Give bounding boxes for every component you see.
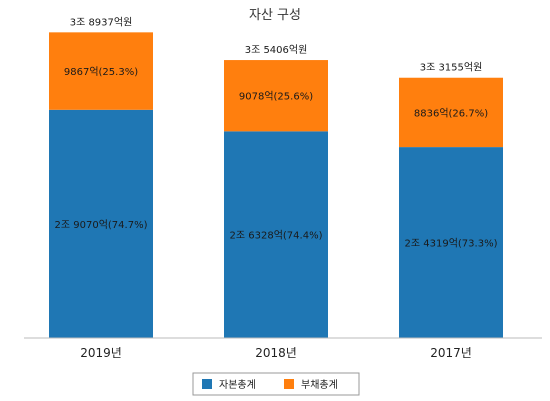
legend: 자본총계 부채총계	[192, 372, 360, 396]
data-label-0-2: 2조 4319억(73.3%)	[405, 238, 498, 250]
x-tick-label-1: 2018년	[255, 346, 297, 360]
bar-segment-0-1	[224, 131, 328, 338]
legend-swatch-0	[202, 379, 212, 389]
x-tick-label-2: 2017년	[430, 346, 472, 360]
data-label-0-1: 2조 6328억(74.4%)	[230, 230, 323, 242]
data-label-0-0: 2조 9070억(74.7%)	[55, 219, 148, 231]
total-label-0: 3조 8937억원	[70, 16, 133, 28]
data-label-1-2: 8836억(26.7%)	[414, 107, 488, 119]
bar-segment-1-1	[224, 60, 328, 132]
total-label-1: 3조 5406억원	[245, 44, 308, 56]
bar-segment-0-0	[49, 109, 153, 338]
bar-segment-1-2	[399, 77, 503, 148]
legend-box	[192, 372, 360, 396]
legend-label-1: 부채총계	[301, 379, 338, 391]
x-tick-label-0: 2019년	[80, 346, 122, 360]
legend-swatch-1	[284, 379, 294, 389]
chart-title: 자산 구성	[249, 8, 301, 23]
bar-segment-1-0	[49, 32, 153, 110]
bars-layer: 2조 9070억(74.7%) 9867억(25.3%) 3조 8937억원 2019…	[49, 16, 503, 360]
total-label-2: 3조 3155억원	[420, 62, 483, 74]
data-label-1-1: 9078억(25.6%)	[239, 91, 313, 103]
bar-segment-0-2	[399, 147, 503, 338]
data-label-1-0: 9867억(25.3%)	[64, 66, 138, 78]
legend-label-0: 자본총계	[219, 379, 256, 391]
